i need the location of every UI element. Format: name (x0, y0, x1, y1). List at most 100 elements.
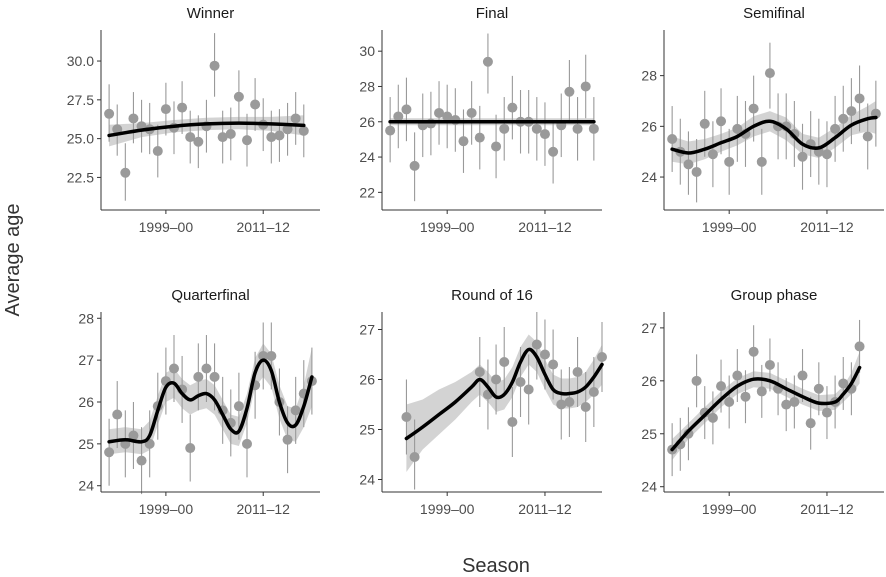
trend-line (107, 358, 314, 444)
data-point (136, 455, 147, 466)
panel-title: Group phase (731, 287, 818, 304)
data-point (201, 363, 212, 374)
y-tick-label: 24 (359, 472, 375, 488)
data-point (789, 397, 800, 407)
y-tick-label: 26 (641, 118, 657, 134)
data-point (572, 367, 583, 377)
data-point (128, 113, 139, 124)
trend-line (670, 115, 878, 155)
y-tick-label: 26 (641, 373, 657, 389)
y-tick-label: 24 (641, 479, 657, 495)
y-tick-label: 24 (78, 478, 94, 494)
data-point (813, 383, 824, 394)
y-tick-label: 26 (78, 394, 94, 410)
data-point (732, 123, 743, 134)
y-tick-label: 30.0 (67, 53, 94, 69)
data-point (683, 159, 694, 170)
panel-round-of-16: Round of 16 24 25 26 27 1999–00 2011–12 (359, 287, 607, 517)
data-point (523, 384, 534, 395)
data-point (531, 123, 542, 134)
x-tick-label: 1999–00 (139, 501, 194, 517)
data-point (691, 375, 702, 386)
data-point (266, 350, 277, 361)
data-point (474, 132, 485, 143)
data-point (290, 405, 301, 416)
data-point (838, 378, 849, 389)
confidence-band (672, 351, 860, 461)
data-point (564, 86, 575, 97)
data-point (748, 346, 759, 357)
panel-title: Winner (187, 5, 235, 22)
data-point (434, 107, 445, 118)
panel-final: Final 22 24 26 28 30 1999–00 2011–12 (359, 5, 602, 235)
trend-line (670, 365, 862, 452)
data-point (233, 401, 244, 412)
data-point (250, 99, 261, 110)
x-tick-label: 2011–12 (800, 501, 854, 517)
data-point (104, 447, 115, 458)
x-tick-label: 2011–12 (518, 219, 572, 235)
data-point (128, 430, 139, 441)
data-point (409, 452, 420, 462)
data-point (491, 374, 502, 385)
data-point (531, 339, 542, 350)
y-tick-label: 26 (359, 114, 375, 130)
y-tick-label: 25 (78, 436, 94, 452)
y-tick-label: 28 (359, 78, 375, 94)
y-tick-label: 25.0 (67, 131, 94, 147)
data-point (699, 118, 710, 129)
x-tick-label: 2011–12 (236, 219, 290, 235)
x-tick-label: 1999–00 (420, 501, 475, 517)
data-point (282, 124, 293, 135)
data-point (442, 111, 453, 122)
data-point (458, 136, 469, 147)
data-point (491, 141, 502, 152)
data-point (716, 116, 727, 127)
y-tick-label: 22 (359, 184, 375, 200)
y-tick-label: 26 (359, 372, 375, 388)
data-point (756, 156, 767, 167)
data-point (805, 418, 816, 429)
data-point (764, 359, 775, 370)
panel-group-phase: Group phase 24 25 26 27 1999–00 2011–12 (641, 287, 884, 517)
data-point (830, 123, 841, 134)
data-point (597, 352, 607, 362)
data-point (854, 341, 865, 352)
data-point (862, 131, 873, 142)
data-point (266, 132, 277, 143)
data-point (193, 371, 204, 382)
panel-title: Final (476, 5, 509, 22)
data-point (756, 386, 767, 397)
data-point (152, 146, 163, 157)
data-point (401, 104, 412, 115)
data-point (781, 399, 792, 410)
data-point (724, 156, 735, 167)
data-point (548, 146, 559, 157)
y-tick-label: 27 (641, 320, 657, 336)
panel-semifinal: Semifinal 24 26 28 1999–00 2011–12 (641, 5, 884, 235)
data-point (209, 60, 220, 71)
data-point (298, 125, 309, 136)
data-point (120, 167, 131, 178)
data-point (209, 371, 220, 382)
data-point (691, 166, 702, 177)
panel-winner: Winner 22.5 25.0 27.5 30.0 1999–00 2011–12 (67, 5, 320, 235)
y-tick-label: 28 (641, 68, 657, 84)
data-point (217, 132, 228, 143)
y-tick-label: 27 (78, 352, 94, 368)
data-point (112, 409, 123, 420)
data-point (667, 134, 678, 145)
data-point (846, 106, 857, 117)
x-tick-label: 1999–00 (702, 501, 757, 517)
data-point (466, 107, 477, 118)
data-point (572, 123, 583, 134)
confidence-band (406, 334, 602, 472)
data-point (707, 412, 718, 423)
x-tick-label: 1999–00 (420, 219, 475, 235)
y-tick-label: 28 (78, 310, 94, 326)
y-tick-label: 24 (641, 169, 657, 185)
data-point (854, 93, 865, 104)
x-tick-label: 2011–12 (800, 219, 854, 235)
